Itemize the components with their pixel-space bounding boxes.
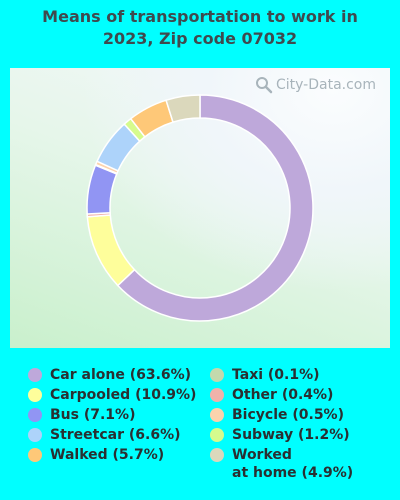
chart-title-line1: Means of transportation to work in xyxy=(42,7,358,26)
watermark-text: City-Data.com xyxy=(275,77,376,93)
chart-title: Means of transportation to work in 2023,… xyxy=(0,6,400,50)
legend-label-line1: Worked xyxy=(232,447,292,463)
legend-swatch-taxi xyxy=(210,368,224,382)
donut-slice-car-alone xyxy=(116,94,314,322)
legend-label-line2: at home (4.9%) xyxy=(232,465,354,481)
legend-item-worked-at-home: Worked at home (4.9%) xyxy=(210,446,353,481)
legend-swatch-subway xyxy=(210,428,224,442)
legend-label-walked: Walked (5.7%) xyxy=(50,447,165,463)
legend-item-taxi: Taxi (0.1%) xyxy=(210,366,320,386)
legend-item-carpooled: Carpooled (10.9%) xyxy=(28,386,196,406)
legend-swatch-other xyxy=(210,388,224,402)
legend-swatch-walked xyxy=(28,448,42,462)
legend-item-other: Other (0.4%) xyxy=(210,386,333,406)
legend-item-subway: Subway (1.2%) xyxy=(210,426,350,446)
legend-label-worked-at-home: Worked at home (4.9%) xyxy=(232,446,353,482)
donut-slice-carpooled xyxy=(86,214,136,287)
legend-label-streetcar: Streetcar (6.6%) xyxy=(50,427,181,443)
chart-title-line2: 2023, Zip code 07032 xyxy=(102,29,298,48)
legend-item-car-alone: Car alone (63.6%) xyxy=(28,366,191,386)
legend-label-other: Other (0.4%) xyxy=(232,387,334,403)
legend-item-streetcar: Streetcar (6.6%) xyxy=(28,426,181,446)
legend-item-bicycle: Bicycle (0.5%) xyxy=(210,406,344,426)
legend-swatch-streetcar xyxy=(28,428,42,442)
legend-swatch-worked-at-home xyxy=(210,448,224,462)
legend-item-bus: Bus (7.1%) xyxy=(28,406,135,426)
watermark: City-Data.com xyxy=(255,76,376,94)
legend-swatch-carpooled xyxy=(28,388,42,402)
legend-swatch-bus xyxy=(28,408,42,422)
donut-chart xyxy=(86,94,314,322)
legend-label-bus: Bus (7.1%) xyxy=(50,407,136,423)
donut-slice-worked-at-home xyxy=(165,94,201,124)
legend-label-subway: Subway (1.2%) xyxy=(232,427,350,443)
legend-item-walked: Walked (5.7%) xyxy=(28,446,164,466)
legend-label-car-alone: Car alone (63.6%) xyxy=(50,367,192,383)
legend-label-carpooled: Carpooled (10.9%) xyxy=(50,387,197,403)
legend-label-taxi: Taxi (0.1%) xyxy=(232,367,320,383)
magnifier-icon xyxy=(255,77,273,94)
legend-label-bicycle: Bicycle (0.5%) xyxy=(232,407,344,423)
legend-swatch-car-alone xyxy=(28,368,42,382)
legend-swatch-bicycle xyxy=(210,408,224,422)
